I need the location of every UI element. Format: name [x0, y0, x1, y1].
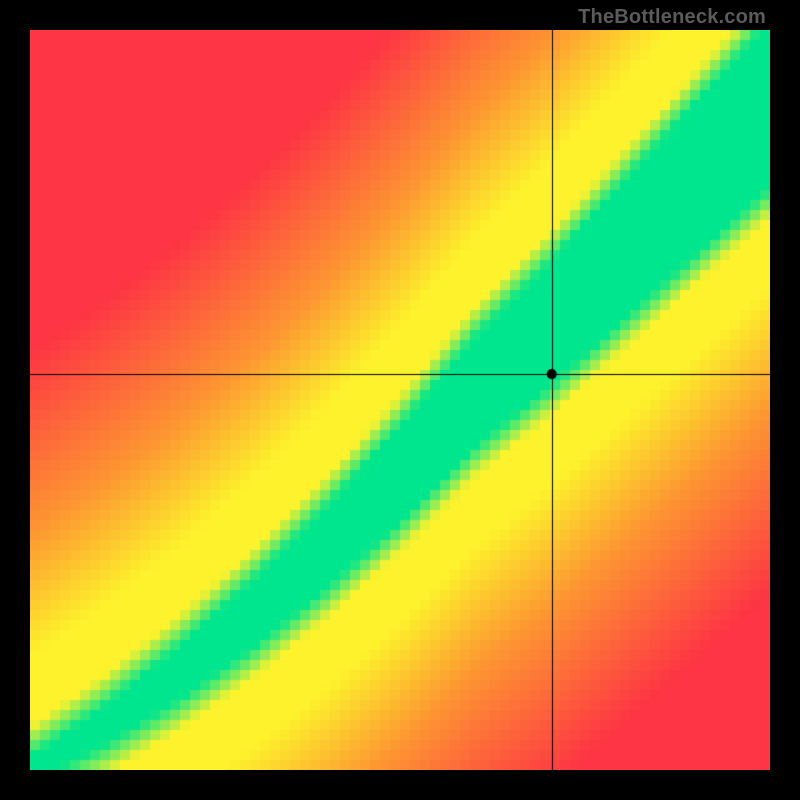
plot-area	[30, 30, 770, 770]
heatmap-canvas	[30, 30, 770, 770]
watermark-text: TheBottleneck.com	[578, 6, 766, 29]
